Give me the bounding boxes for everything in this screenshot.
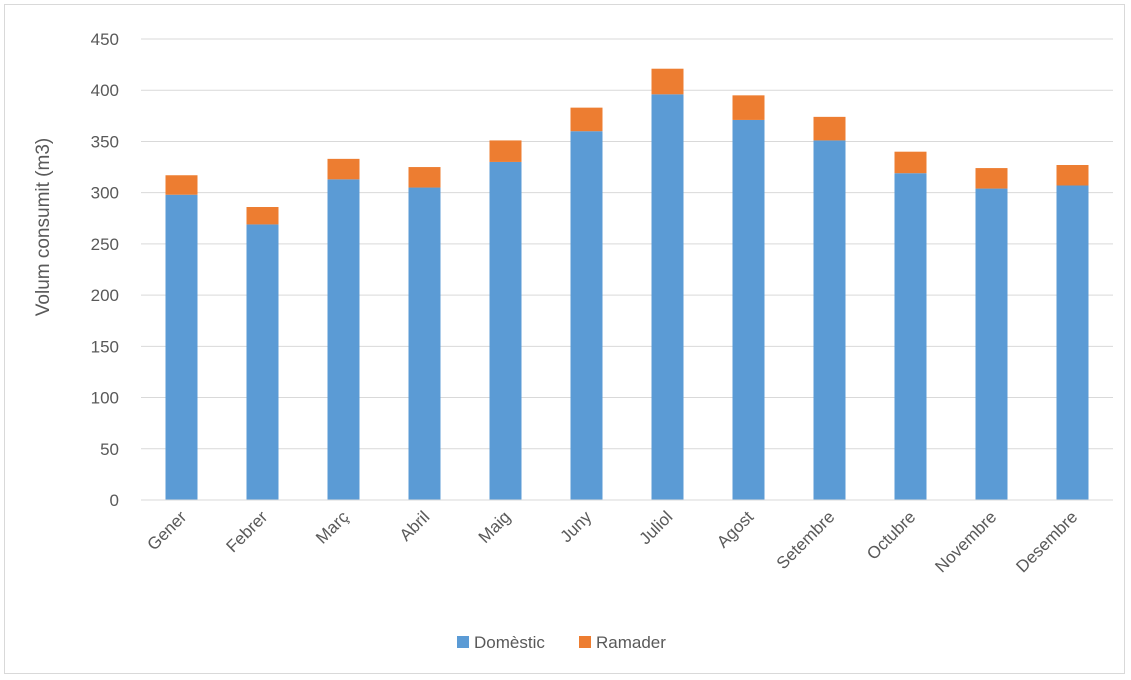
bar-dom-stic-juny [570, 131, 603, 500]
bar-ramader-maig [489, 140, 522, 162]
x-tick-label: Novembre [931, 507, 1000, 576]
legend-swatch-ramader [579, 636, 591, 648]
bar-dom-stic-octubre [894, 173, 927, 501]
bar-ramader-octubre [894, 151, 927, 174]
y-tick-label: 300 [91, 184, 119, 203]
bar-dom-stic-juliol [651, 94, 684, 500]
x-tick-label: Abril [396, 507, 433, 544]
x-tick-label: Juliol [635, 507, 676, 548]
bar-ramader-setembre [813, 116, 846, 141]
bar-ramader-novembre [975, 168, 1008, 189]
bar-ramader-mar- [327, 158, 360, 180]
legend: Domèstic Ramader [457, 633, 666, 652]
y-tick-label: 150 [91, 337, 119, 356]
x-tick-label: Desembre [1012, 507, 1081, 576]
bar-ramader-desembre [1056, 165, 1089, 186]
bar-ramader-agost [732, 95, 765, 120]
bar-dom-stic-abril [408, 187, 441, 501]
y-tick-label: 0 [110, 491, 119, 510]
bar-dom-stic-setembre [813, 140, 846, 501]
chart-container: 0 50 100 150 200 250 300 350 400 450 Gener Febrer M… [4, 4, 1125, 674]
bar-dom-stic-febrer [246, 224, 279, 500]
y-tick-label: 200 [91, 286, 119, 305]
stacked-bar-chart: 0 50 100 150 200 250 300 350 400 450 Gener Febrer M… [33, 30, 1113, 652]
bar-ramader-juliol [651, 68, 684, 95]
bar-dom-stic-novembre [975, 188, 1008, 500]
x-tick-label: Agost [713, 507, 757, 551]
bar-ramader-abril [408, 167, 441, 188]
legend-swatch-dom-stic [457, 636, 469, 648]
x-tick-label: Juny [556, 507, 595, 546]
legend-label: Domèstic [474, 633, 545, 652]
y-tick-label: 250 [91, 235, 119, 254]
x-tick-label: Maig [475, 507, 514, 546]
y-axis-label: Volum consumit (m3) [33, 138, 54, 316]
y-tick-label: 350 [91, 132, 119, 151]
legend-label: Ramader [596, 633, 666, 652]
y-tick-labels: 0 50 100 150 200 250 300 350 400 450 [91, 30, 119, 510]
bar-dom-stic-gener [165, 194, 198, 500]
x-tick-label: Març [312, 507, 353, 548]
x-tick-label: Setembre [773, 507, 839, 573]
gridlines [141, 38, 1113, 501]
bar-dom-stic-agost [732, 119, 765, 500]
bar-ramader-gener [165, 175, 198, 195]
x-tick-label: Febrer [222, 507, 271, 556]
y-tick-label: 400 [91, 81, 119, 100]
y-tick-label: 50 [100, 440, 119, 459]
bars [141, 68, 1113, 501]
bar-ramader-febrer [246, 207, 279, 225]
x-tick-label: Gener [143, 507, 190, 554]
bar-dom-stic-maig [489, 161, 522, 500]
bar-dom-stic-mar- [327, 179, 360, 501]
y-tick-label: 100 [91, 389, 119, 408]
y-tick-label: 450 [91, 30, 119, 49]
bar-dom-stic-desembre [1056, 185, 1089, 501]
x-tick-labels: Gener Febrer Març Abril Maig Juny Juliol Agost S… [143, 507, 1081, 576]
x-tick-label: Octubre [863, 507, 919, 563]
bar-ramader-juny [570, 107, 603, 132]
